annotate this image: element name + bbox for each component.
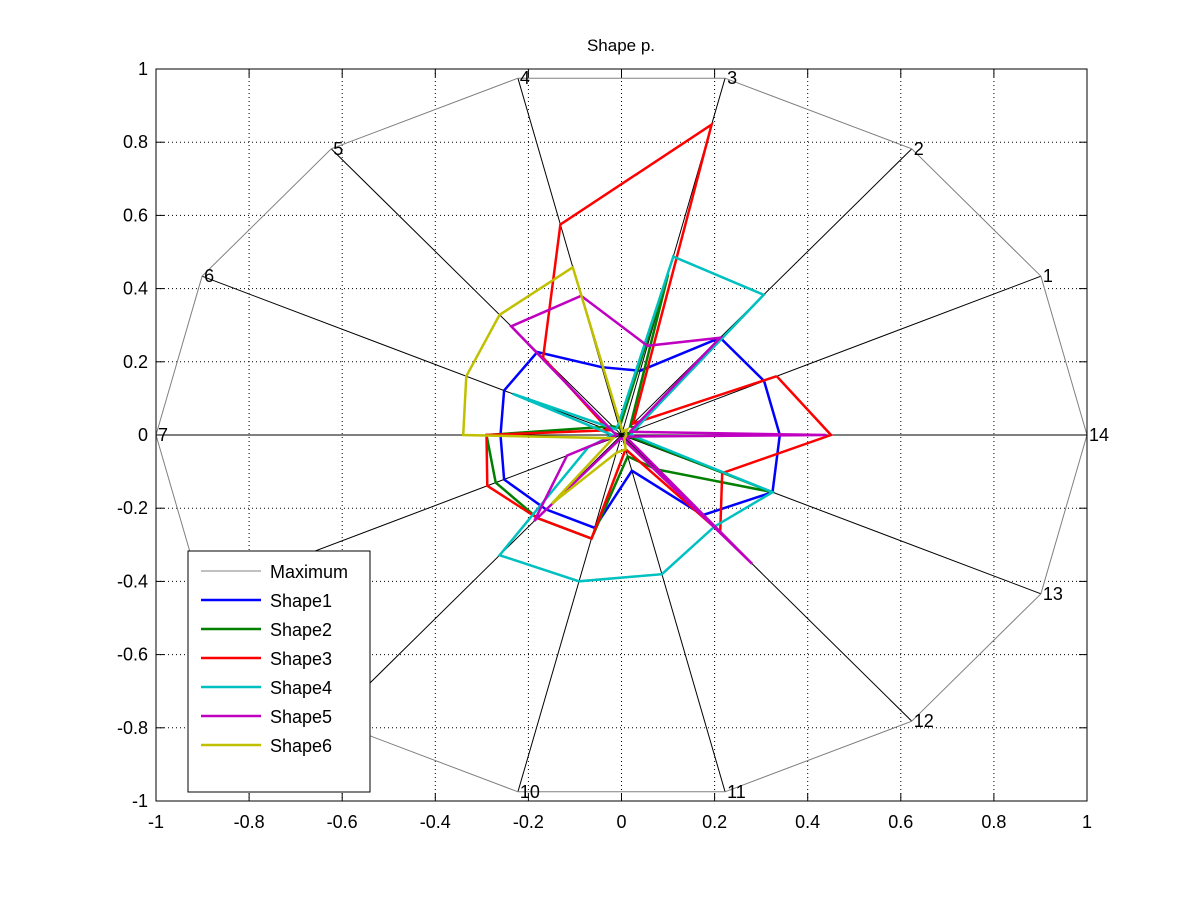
spoke-line xyxy=(201,275,622,436)
x-tick-label: 0.8 xyxy=(981,812,1006,832)
spoke-label: 13 xyxy=(1043,584,1063,604)
x-tick-label: 0 xyxy=(616,812,626,832)
y-tick-label: -0.6 xyxy=(117,645,148,665)
legend-label: Shape3 xyxy=(270,649,332,669)
spoke-line xyxy=(330,148,622,436)
y-tick-label: -0.2 xyxy=(117,498,148,518)
spoke-label: 1 xyxy=(1043,266,1053,286)
x-tick-label: 0.4 xyxy=(795,812,820,832)
x-tick-label: 0.6 xyxy=(888,812,913,832)
spoke-line xyxy=(621,275,1042,436)
spoke-label: 5 xyxy=(333,139,343,159)
legend-label: Shape2 xyxy=(270,620,332,640)
spoke-label: 12 xyxy=(914,711,934,731)
spoke-line xyxy=(517,434,622,792)
series-layer xyxy=(155,77,1088,793)
y-tick-label: -0.8 xyxy=(117,718,148,738)
legend-label: Shape6 xyxy=(270,736,332,756)
legend-box xyxy=(187,550,371,793)
x-tick-label: 1 xyxy=(1082,812,1092,832)
spoke-label: 10 xyxy=(520,782,540,802)
spoke-line xyxy=(517,78,622,436)
tick-layer: -1 -0.8 -0.6 -0.4 -0.2 0 0.2 0.4 0.6 0.8 110.80.60… xyxy=(117,59,1092,832)
y-tick-label: 0.2 xyxy=(123,352,148,372)
y-tick-label: -1 xyxy=(132,791,148,811)
spoke-label: 4 xyxy=(520,68,530,88)
y-tick-label: -0.4 xyxy=(117,571,148,591)
spoke-label: 6 xyxy=(204,266,214,286)
legend-label: Maximum xyxy=(270,562,348,582)
x-tick-label: -0.4 xyxy=(420,812,451,832)
spoke-label: 14 xyxy=(1089,425,1109,445)
x-tick-label: 0.2 xyxy=(702,812,727,832)
legend: Maximum Shape1 Shape2 Shape3 Shape4 Shape5 Sha… xyxy=(187,550,371,793)
x-tick-label: -0.2 xyxy=(513,812,544,832)
x-tick-label: -0.8 xyxy=(234,812,265,832)
series-line-shape3 xyxy=(485,121,834,541)
spoke-label: 7 xyxy=(158,425,168,445)
x-tick-label: -1 xyxy=(148,812,164,832)
spoke-label: 3 xyxy=(727,68,737,88)
y-tick-label: 0.6 xyxy=(123,205,148,225)
y-tick-label: 1 xyxy=(138,59,148,79)
series-line-shape6 xyxy=(461,265,630,505)
spoke-line xyxy=(621,148,913,436)
legend-label: Shape1 xyxy=(270,591,332,611)
y-tick-label: 0.4 xyxy=(123,279,148,299)
legend-label: Shape4 xyxy=(270,678,332,698)
spoke-label: 11 xyxy=(727,782,746,802)
y-tick-label: 0 xyxy=(138,425,148,445)
spoke-line xyxy=(621,434,726,792)
series-line-shape5 xyxy=(509,294,827,565)
x-tick-label: -0.6 xyxy=(327,812,358,832)
series-line-shape1 xyxy=(499,336,782,530)
y-tick-label: 0.8 xyxy=(123,132,148,152)
spoke-label: 2 xyxy=(914,139,924,159)
chart-title: Shape p. xyxy=(587,36,655,55)
legend-label: Shape5 xyxy=(270,707,332,727)
